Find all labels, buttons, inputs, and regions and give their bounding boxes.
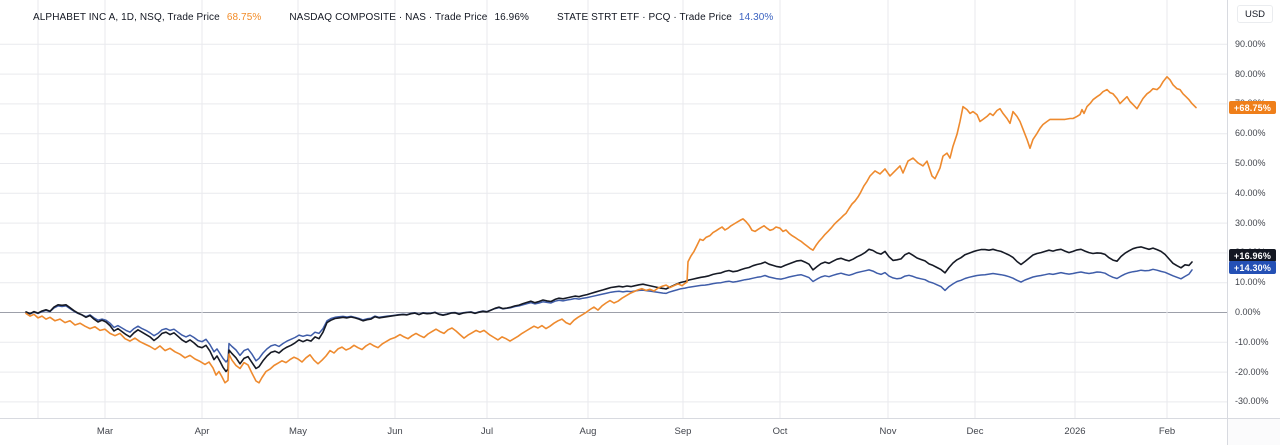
price-badge-nasdaq: +16.96% [1229,249,1276,263]
currency-label: USD [1237,5,1273,23]
time-axis-label-aug: Aug [579,426,597,437]
price-axis-label: 0.00% [1235,307,1261,317]
series-line-alphabet[interactable] [25,76,1197,384]
price-axis[interactable]: USD 90.00%80.00%70.00%60.00%50.00%40.00%… [1227,0,1280,418]
legend-value-nasdaq: 16.96% [494,12,529,23]
time-axis-label-jun: Jun [387,426,403,437]
time-axis-label-feb: Feb [1158,426,1176,437]
time-axis-label-oct: Oct [772,426,788,437]
time-axis-label-may: May [289,426,307,437]
legend-item-state-strt[interactable]: STATE STRT ETF · PCQ · Trade Price 14.30… [557,12,773,23]
time-axis-label-jul: Jul [480,426,494,437]
time-axis-label-nov: Nov [879,426,897,437]
time-axis-label-apr: Apr [194,426,210,437]
price-axis-label: -30.00% [1235,396,1269,407]
price-axis-label: 60.00% [1235,128,1266,139]
price-axis-label: 30.00% [1235,217,1266,228]
price-axis-label: 90.00% [1235,38,1266,49]
legend-title-alphabet: ALPHABET INC A, 1D, NSQ, Trade Price [33,12,220,23]
time-axis-label-sep: Sep [674,426,692,437]
price-axis-label: -10.00% [1235,336,1269,347]
series-line-state-strt[interactable] [25,268,1193,363]
price-axis-label: 80.00% [1235,68,1266,79]
price-badge-alphabet: +68.75% [1229,101,1276,115]
series-line-nasdaq[interactable] [25,246,1193,373]
time-axis-label-dec: Dec [966,426,984,437]
time-axis[interactable]: Mar Apr May Jun Jul Aug Sep Oct Nov Dec 2026 Feb [0,418,1280,445]
axis-corner [1227,418,1280,445]
time-axis-label-mar: Mar [96,426,114,437]
legend-item-nasdaq[interactable]: NASDAQ COMPOSITE · NAS · Trade Price 16.… [289,12,529,23]
legend-value-state-strt: 14.30% [738,12,774,23]
price-axis-label: 10.00% [1235,277,1266,288]
legend-title-nasdaq: NASDAQ COMPOSITE · NAS · Trade Price [289,12,488,23]
chart-legend: ALPHABET INC A, 1D, NSQ, Trade Price 68.… [33,12,773,23]
price-axis-label: 50.00% [1235,158,1266,168]
legend-title-state-strt: STATE STRT ETF · PCQ · Trade Price [556,12,732,23]
price-axis-label: 40.00% [1235,187,1266,198]
legend-value-alphabet: 68.75% [226,12,262,23]
price-axis-label: -20.00% [1235,366,1269,377]
legend-item-alphabet[interactable]: ALPHABET INC A, 1D, NSQ, Trade Price 68.… [33,12,261,23]
time-axis-label-2026: 2026 [1064,426,1086,437]
price-badge-state-strt: +14.30% [1229,261,1276,275]
